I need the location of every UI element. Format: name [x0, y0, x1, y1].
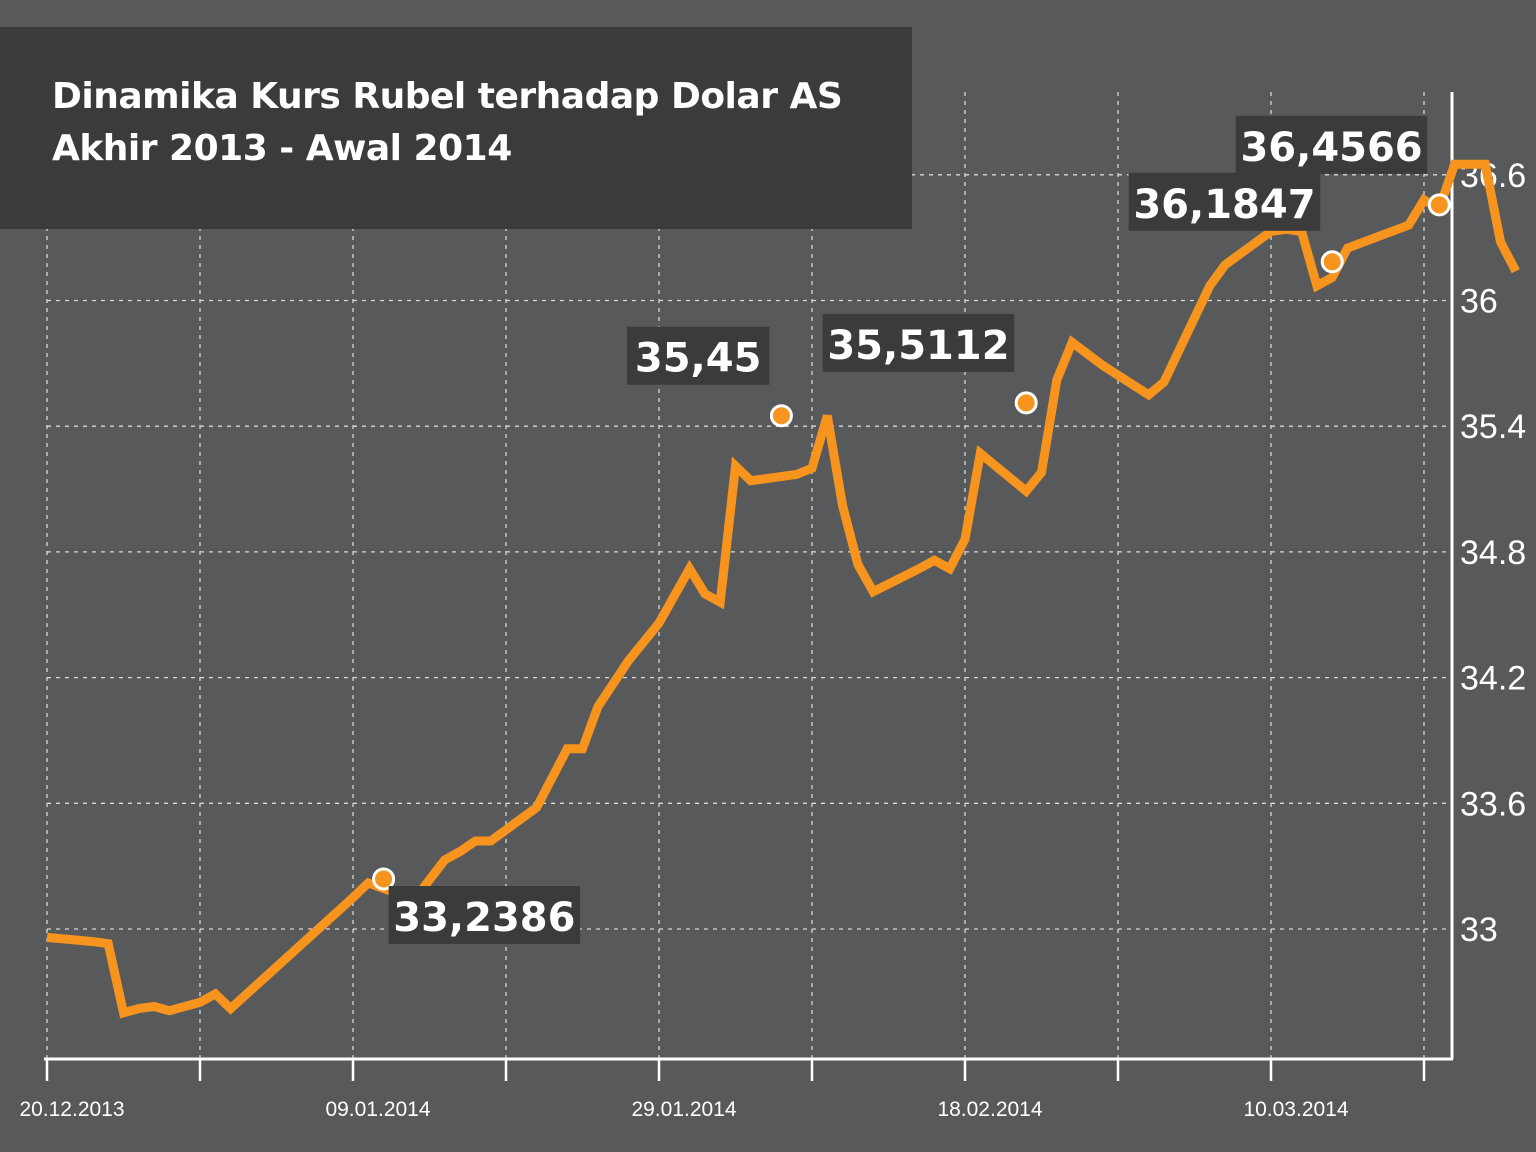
- annotation-group: 33,2386 35,45 35,5112 36,1847 36,4566: [372, 115, 1451, 945]
- annotation-box: [1235, 115, 1428, 174]
- y-tick-label: 33: [1460, 911, 1498, 949]
- y-tick-label: 36: [1460, 283, 1498, 321]
- annotation-marker: [372, 867, 396, 891]
- annotation-label: 36,1847: [1133, 182, 1315, 228]
- y-tick-label: 33.6: [1460, 785, 1526, 823]
- title-box: Dinamika Kurs Rubel terhadap Dolar AS Ak…: [0, 27, 912, 229]
- chart-title: Dinamika Kurs Rubel terhadap Dolar AS: [52, 76, 843, 117]
- annotation-label: 35,5112: [827, 323, 1009, 369]
- x-tick-label: 18.02.2014: [937, 1098, 1042, 1121]
- annotation-label: 35,45: [635, 336, 762, 382]
- annotation-box: [388, 886, 581, 945]
- x-tick-label: 09.01.2014: [325, 1098, 430, 1121]
- annotation-box: [626, 326, 770, 385]
- y-tick-label: 34.2: [1460, 660, 1526, 698]
- annotation-marker: [1320, 250, 1344, 274]
- y-tick-label: 34.8: [1460, 534, 1526, 572]
- annotation-marker: [769, 404, 793, 428]
- chart-subtitle: Akhir 2013 - Awal 2014: [52, 128, 512, 169]
- axes: [44, 92, 1454, 1081]
- y-tick-label: 35.4: [1460, 408, 1526, 446]
- series-group: [46, 159, 1520, 1019]
- x-tick-label: 10.03.2014: [1243, 1098, 1348, 1121]
- annotation-label: 33,2386: [393, 895, 575, 941]
- annotation-box: [822, 313, 1015, 372]
- series-line: [46, 159, 1520, 1019]
- annotation-box: [1128, 172, 1321, 231]
- annotation-marker: [1427, 193, 1451, 217]
- x-tick-label: 20.12.2013: [19, 1098, 124, 1121]
- x-tick-label: 29.01.2014: [631, 1098, 736, 1121]
- annotation-label: 36,4566: [1240, 125, 1422, 171]
- annotation-marker: [1014, 391, 1038, 415]
